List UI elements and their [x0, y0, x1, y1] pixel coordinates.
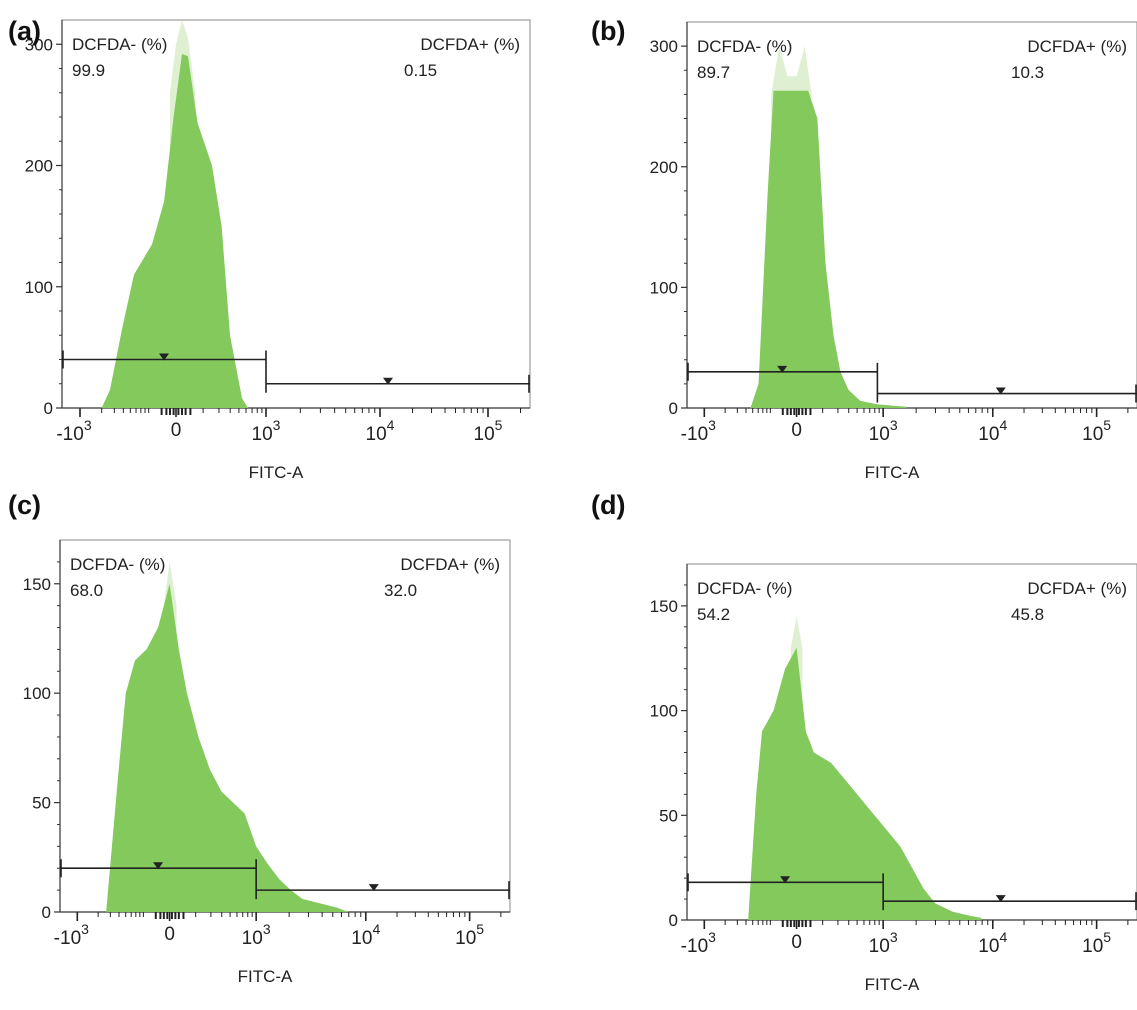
- histogram-area: [687, 647, 982, 920]
- x-tick-label: -103: [681, 929, 716, 957]
- histogram-panel-c: (c) 0 50 100 150 -103 0 103 104 105 FITC-A DCFDA- …: [0, 490, 560, 1000]
- histogram-area: [60, 583, 349, 912]
- histogram-panel-b: (b) 0 100 200 300 -103 0 103 104 105 FITC-A DCFDA-…: [577, 0, 1137, 500]
- gate-negative-marker: [777, 365, 788, 373]
- x-axis-title: FITC-A: [238, 967, 293, 986]
- histogram-panel-a: (a) 0 100 200 300 -103 0 103 104 105 FITC-A DCFDA-…: [0, 0, 560, 500]
- x-tick-label: 104: [366, 417, 395, 445]
- x-tick-label: -103: [681, 417, 716, 445]
- y-tick-label: 300: [25, 35, 53, 54]
- x-tick-label: 103: [242, 921, 271, 949]
- gate-positive-value: 32.0: [384, 581, 417, 600]
- x-tick-label: 105: [1082, 929, 1111, 957]
- gate-negative-marker: [153, 862, 164, 870]
- gate-negative-label: DCFDA- (%): [697, 579, 792, 598]
- gate-positive-label: DCFDA+ (%): [1027, 579, 1127, 598]
- y-tick-label: 100: [650, 278, 678, 297]
- x-tick-label: 0: [164, 924, 175, 945]
- y-tick-label: 0: [44, 399, 53, 418]
- y-tick-label: 100: [650, 702, 678, 721]
- gate-negative-label: DCFDA- (%): [697, 37, 792, 56]
- plot-frame: [686, 21, 1137, 409]
- gate-positive-label: DCFDA+ (%): [400, 555, 500, 574]
- gate-positive-marker: [368, 884, 379, 892]
- x-tick-label: -103: [54, 921, 89, 949]
- y-tick-label: 100: [23, 684, 51, 703]
- gate-positive-marker: [995, 387, 1006, 395]
- x-axis-title: FITC-A: [865, 463, 920, 482]
- x-tick-label: 103: [869, 929, 898, 957]
- y-tick-label: 200: [25, 157, 53, 176]
- x-axis-title: FITC-A: [249, 463, 304, 482]
- panel-label-a: (a): [8, 16, 41, 46]
- y-tick-label: 150: [23, 575, 51, 594]
- gate-positive-value: 0.15: [404, 61, 437, 80]
- x-tick-label: 105: [455, 921, 484, 949]
- gate-negative-label: DCFDA- (%): [70, 555, 165, 574]
- x-tick-label: 105: [474, 417, 503, 445]
- y-tick-label: 50: [659, 806, 678, 825]
- panel-label-d: (d): [591, 490, 626, 520]
- histogram-panel-d: (d) 0 50 100 150 -103 0 103 104 105 FITC-A DCFDA- …: [577, 490, 1137, 1000]
- panel-label-c: (c): [8, 490, 41, 520]
- gate-negative-marker: [159, 353, 169, 361]
- histogram-area: [687, 90, 907, 408]
- y-tick-label: 50: [32, 794, 51, 813]
- gate-negative-value: 68.0: [70, 581, 103, 600]
- gate-positive-label: DCFDA+ (%): [420, 35, 520, 54]
- x-tick-label: 104: [978, 417, 1007, 445]
- x-tick-label: 105: [1082, 417, 1111, 445]
- gate-negative-value: 54.2: [697, 605, 730, 624]
- panel-label-b: (b): [591, 16, 626, 46]
- y-tick-label: 200: [650, 158, 678, 177]
- y-tick-label: 0: [42, 903, 51, 922]
- gate-positive-value: 45.8: [1011, 605, 1044, 624]
- gate-negative-label: DCFDA- (%): [72, 35, 167, 54]
- x-tick-label: 104: [351, 921, 380, 949]
- x-tick-label: 104: [978, 929, 1007, 957]
- x-tick-label: 103: [869, 417, 898, 445]
- x-axis-title: FITC-A: [865, 975, 920, 994]
- gate-positive-label: DCFDA+ (%): [1027, 37, 1127, 56]
- x-tick-label: -103: [56, 417, 91, 445]
- gate-negative-value: 89.7: [697, 63, 730, 82]
- gate-positive-marker: [383, 377, 393, 385]
- x-tick-label: 103: [252, 417, 281, 445]
- x-tick-label: 0: [791, 420, 802, 441]
- y-tick-label: 0: [669, 911, 678, 930]
- histogram-area: [62, 53, 248, 408]
- gate-negative-value: 99.9: [72, 61, 105, 80]
- y-tick-label: 0: [669, 399, 678, 418]
- y-tick-label: 300: [650, 37, 678, 56]
- y-tick-label: 100: [25, 278, 53, 297]
- x-tick-label: 0: [171, 420, 182, 441]
- y-tick-label: 150: [650, 597, 678, 616]
- gate-positive-marker: [995, 895, 1006, 903]
- x-tick-label: 0: [791, 932, 802, 953]
- gate-negative-marker: [780, 876, 791, 884]
- gate-positive-value: 10.3: [1011, 63, 1044, 82]
